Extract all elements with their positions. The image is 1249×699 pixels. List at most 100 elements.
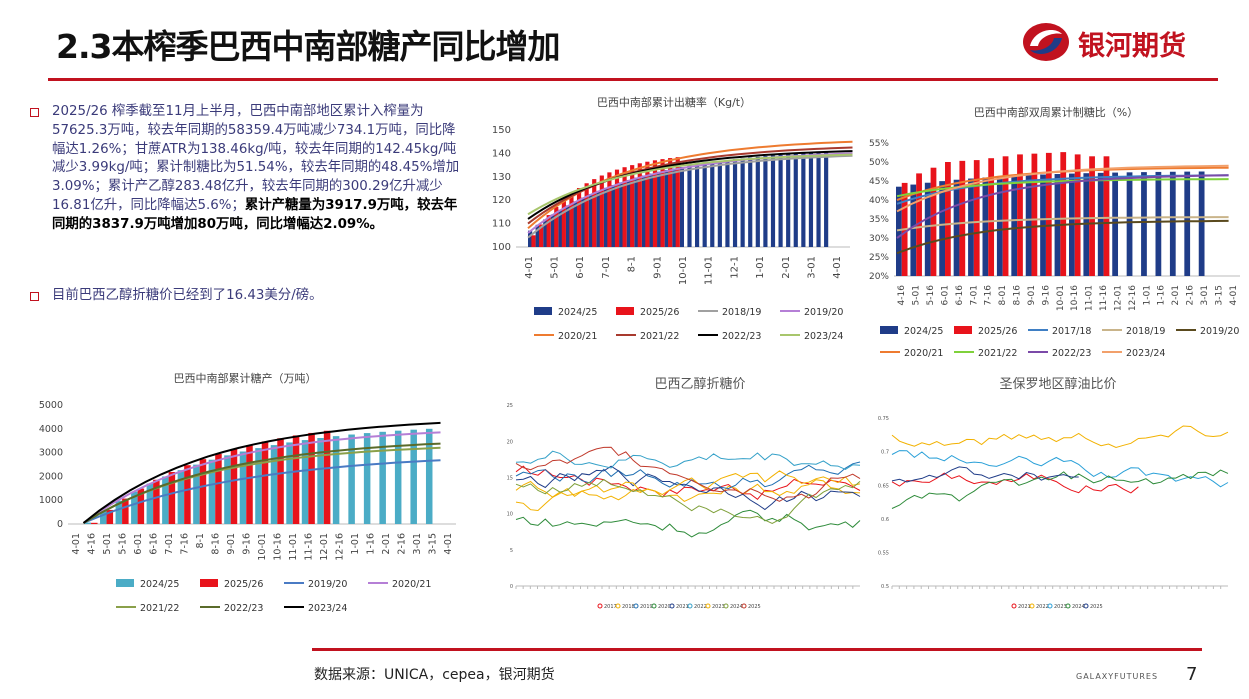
sugar-bar-2025-26	[261, 441, 269, 524]
footer-brand: GALAXYFUTURES	[1076, 672, 1159, 681]
sugar-series-line	[82, 431, 441, 524]
mix-series-line	[896, 219, 1229, 255]
sugar-bar-2024-25	[363, 433, 371, 524]
atr-bar-2024-25	[740, 158, 745, 247]
atr-bar-2024-25	[695, 164, 700, 247]
sugar-bar-2024-25	[177, 470, 185, 524]
ethanol-legend-label: 2017	[604, 604, 617, 610]
atr-ytick: 110	[492, 219, 511, 230]
sugar-legend-label: 2021/22	[140, 603, 179, 614]
sp-series-line	[891, 472, 1139, 494]
mix-bar-2024-25	[953, 179, 960, 276]
atr-bar-2025-26	[561, 199, 566, 247]
atr-bar-2025-26	[668, 158, 673, 247]
sugar-legend-label: 2025/26	[224, 579, 263, 590]
sugar-bar-2025-26	[137, 488, 145, 524]
atr-bar-2024-25	[755, 156, 760, 247]
sugar-bar-2024-25	[224, 455, 231, 524]
mix-ytick: 50%	[869, 158, 889, 168]
sp-title: 圣保罗地区醇油比价	[999, 376, 1116, 392]
atr-xtick: 9-01	[652, 256, 663, 279]
mix-xtick: 7-01	[969, 285, 979, 305]
mix-xtick: 6-16	[955, 285, 965, 306]
footer-rule	[312, 648, 1202, 651]
sugar-ytick: 5000	[39, 400, 63, 411]
atr-bar-2024-25	[543, 219, 548, 247]
atr-ytick: 130	[492, 172, 511, 183]
atr-xtick: 4-01	[832, 256, 843, 279]
atr-bar-2025-26	[539, 224, 544, 247]
atr-ytick: 100	[492, 242, 511, 253]
bullet-square-icon	[30, 108, 39, 117]
atr-xtick: 6-01	[575, 256, 586, 279]
atr-bar-2024-25	[763, 156, 768, 247]
sp-series-line	[891, 466, 1079, 483]
sugar-ytick: 4000	[39, 424, 63, 435]
sp-legend-label: 2023	[1054, 604, 1067, 610]
sugar-xtick: 11-16	[304, 533, 315, 561]
atr-bar-2024-25	[679, 167, 684, 247]
sugar-bar-2025-26	[277, 438, 284, 524]
mix-xtick: 3-15	[1214, 285, 1224, 305]
mix-legend-label: 2022/23	[1052, 348, 1091, 359]
mix-xtick: 6-01	[940, 285, 950, 305]
atr-bar-2024-25	[672, 168, 677, 247]
sugar-bar-2025-26	[292, 435, 300, 524]
logo-text: 银河期货	[1078, 31, 1186, 62]
sugar-bar-2024-25	[379, 431, 386, 524]
mix-bar-2024-25	[1169, 171, 1176, 276]
sp-legend-label: 2024	[1072, 604, 1085, 610]
mix-bar-2025-26	[945, 162, 951, 276]
ethanol-series-line	[515, 470, 861, 512]
atr-series-line	[527, 154, 853, 239]
atr-bar-2024-25	[588, 194, 593, 247]
sugar-bar-2025-26	[153, 479, 160, 524]
sugar-legend-label: 2019/20	[308, 579, 347, 590]
ethanol-series-line	[515, 478, 861, 524]
sugar-bar-2025-26	[168, 472, 176, 524]
sugar-bar-2024-25	[410, 429, 417, 524]
mix-xtick: 11-16	[1099, 285, 1109, 311]
mix-legend-label: 2018/19	[1126, 326, 1165, 337]
sugar-bar-2025-26	[323, 430, 331, 524]
sugar-legend-swatch	[116, 579, 134, 587]
atr-bar-2025-26	[554, 206, 559, 247]
ethanol-series-line	[515, 465, 861, 511]
mix-legend-swatch	[954, 326, 972, 334]
mix-ytick: 35%	[869, 215, 889, 225]
ethanol-title: 巴西乙醇折糖价	[654, 376, 745, 392]
atr-bar-2025-26	[675, 157, 680, 247]
atr-bar-2025-26	[614, 169, 620, 247]
ethanol-legend-marker	[669, 603, 675, 609]
mix-xtick: 1-16	[1157, 285, 1167, 306]
sugar-xtick: 9-16	[241, 533, 252, 555]
mix-xtick: 12-16	[1128, 285, 1138, 311]
atr-bar-2024-25	[626, 179, 631, 247]
atr-bar-2024-25	[596, 190, 601, 247]
sugar-bar-2025-26	[246, 445, 253, 524]
mix-bar-2024-25	[939, 181, 946, 276]
atr-bar-2025-26	[576, 188, 582, 247]
atr-series-line	[527, 153, 853, 216]
atr-legend-label: 2018/19	[722, 307, 761, 318]
atr-bar-2025-26	[622, 167, 627, 247]
sugar-xtick: 7-16	[179, 533, 190, 555]
sugar-bar-2024-25	[255, 448, 262, 524]
atr-bar-2025-26	[652, 160, 658, 247]
mix-bar-2024-25	[968, 178, 974, 276]
sugar-bar-2025-26	[106, 509, 114, 524]
mix-ytick: 45%	[869, 177, 889, 187]
atr-bar-2025-26	[584, 183, 589, 247]
atr-bar-2024-25	[611, 185, 616, 247]
mix-xtick: 12-01	[1113, 285, 1123, 311]
mix-ytick: 55%	[869, 139, 889, 149]
mix-bar-2025-26	[1074, 154, 1081, 276]
sugar-series-line	[83, 459, 441, 524]
mix-ytick: 40%	[869, 196, 889, 206]
sugar-bar-2024-25	[270, 445, 278, 524]
atr-bar-2024-25	[619, 182, 624, 247]
page-title: 2.3本榨季巴西中南部糖产同比增加	[56, 27, 560, 66]
mix-xtick: 5-16	[926, 285, 936, 306]
mix-xtick: 9-16	[1041, 285, 1051, 306]
atr-bar-2024-25	[786, 154, 791, 247]
